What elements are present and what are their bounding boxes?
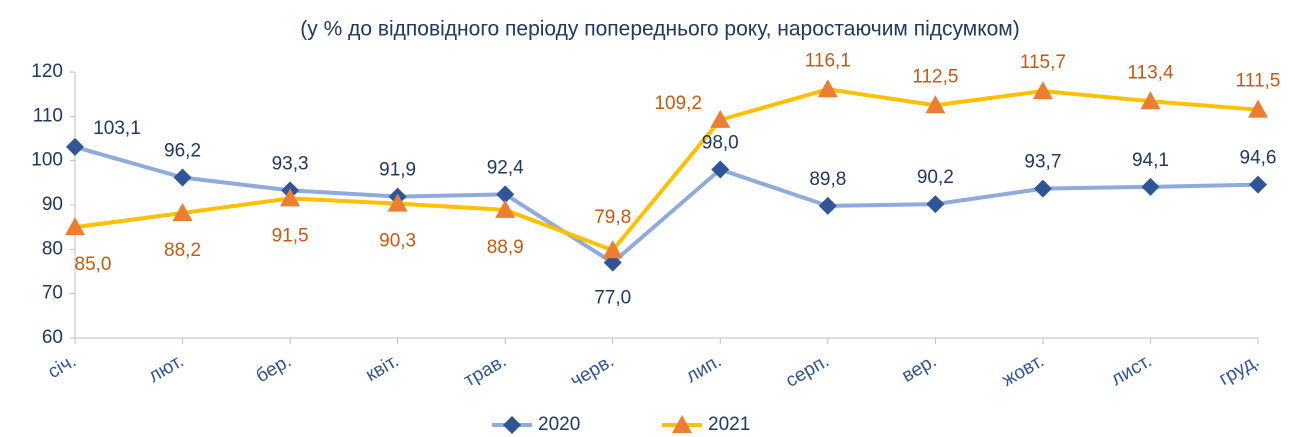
y-tick-label: 70 — [42, 283, 63, 304]
x-tick-label: вер. — [898, 350, 940, 386]
legend-marker — [672, 415, 692, 433]
data-label: 111,5 — [1236, 71, 1281, 92]
data-label: 79,8 — [594, 207, 631, 228]
legend-label: 2020 — [538, 414, 580, 435]
data-label: 96,2 — [164, 141, 201, 162]
x-tick-label: черв. — [567, 350, 618, 391]
data-label: 90,2 — [917, 167, 954, 188]
data-label: 92,4 — [487, 157, 524, 178]
y-tick-label: 80 — [42, 238, 63, 259]
data-label: 109,2 — [654, 93, 702, 114]
marker — [925, 95, 946, 114]
chart-subtitle: (у % до відповідного періоду попередньог… — [300, 18, 1019, 41]
data-label: 91,9 — [379, 160, 416, 181]
data-label: 93,3 — [272, 153, 309, 174]
data-label: 91,5 — [272, 225, 309, 246]
data-label: 94,1 — [1132, 150, 1169, 171]
x-tick-label: серп. — [782, 350, 833, 391]
marker — [818, 196, 837, 215]
marker — [1248, 99, 1268, 118]
y-tick-label: 60 — [42, 327, 63, 348]
data-label: 98,0 — [702, 133, 739, 154]
data-label: 88,9 — [487, 237, 524, 258]
y-tick-label: 110 — [33, 105, 63, 126]
marker — [1033, 179, 1052, 198]
x-tick-label: жовт. — [999, 350, 1048, 391]
data-label: 90,3 — [379, 231, 416, 252]
data-label: 103,1 — [93, 118, 141, 139]
marker — [172, 202, 193, 221]
marker — [496, 185, 515, 204]
x-tick-label: січ. — [44, 350, 80, 383]
legend-marker — [503, 416, 521, 434]
data-label: 85,0 — [75, 254, 112, 275]
data-label: 94,6 — [1240, 148, 1277, 169]
data-label: 77,0 — [594, 288, 631, 309]
marker — [926, 195, 945, 214]
marker — [711, 160, 730, 179]
x-tick-label: бер. — [252, 350, 295, 387]
marker — [280, 188, 301, 207]
marker — [602, 240, 623, 259]
y-tick-label: 90 — [42, 194, 63, 215]
marker — [65, 217, 85, 236]
data-label: 88,2 — [164, 240, 201, 261]
marker — [495, 199, 516, 218]
marker — [1032, 81, 1053, 100]
marker — [173, 168, 192, 187]
data-label: 89,8 — [809, 169, 846, 190]
series-line — [74, 144, 1259, 265]
x-tick-label: лист. — [1108, 350, 1156, 390]
y-tick-label: 100 — [31, 150, 63, 171]
x-tick-label: лют. — [145, 350, 187, 387]
x-tick-label: трав. — [461, 350, 511, 391]
marker — [817, 79, 838, 98]
marker — [1140, 91, 1161, 110]
data-label: 93,7 — [1024, 152, 1061, 173]
marker — [387, 193, 408, 212]
series-line — [74, 87, 1259, 253]
x-tick-label: квіт. — [362, 350, 402, 385]
marker — [710, 109, 731, 128]
marker — [1249, 175, 1267, 194]
data-label: 116,1 — [805, 50, 851, 71]
y-tick-label: 120 — [31, 61, 63, 82]
marker — [66, 137, 84, 156]
marker — [1141, 177, 1160, 196]
data-label: 113,4 — [1127, 62, 1174, 83]
x-tick-label: груд. — [1216, 350, 1263, 389]
data-label: 115,7 — [1020, 52, 1066, 73]
data-label: 112,5 — [912, 66, 958, 87]
x-tick-label: лип. — [682, 350, 725, 387]
legend-label: 2021 — [708, 414, 750, 435]
